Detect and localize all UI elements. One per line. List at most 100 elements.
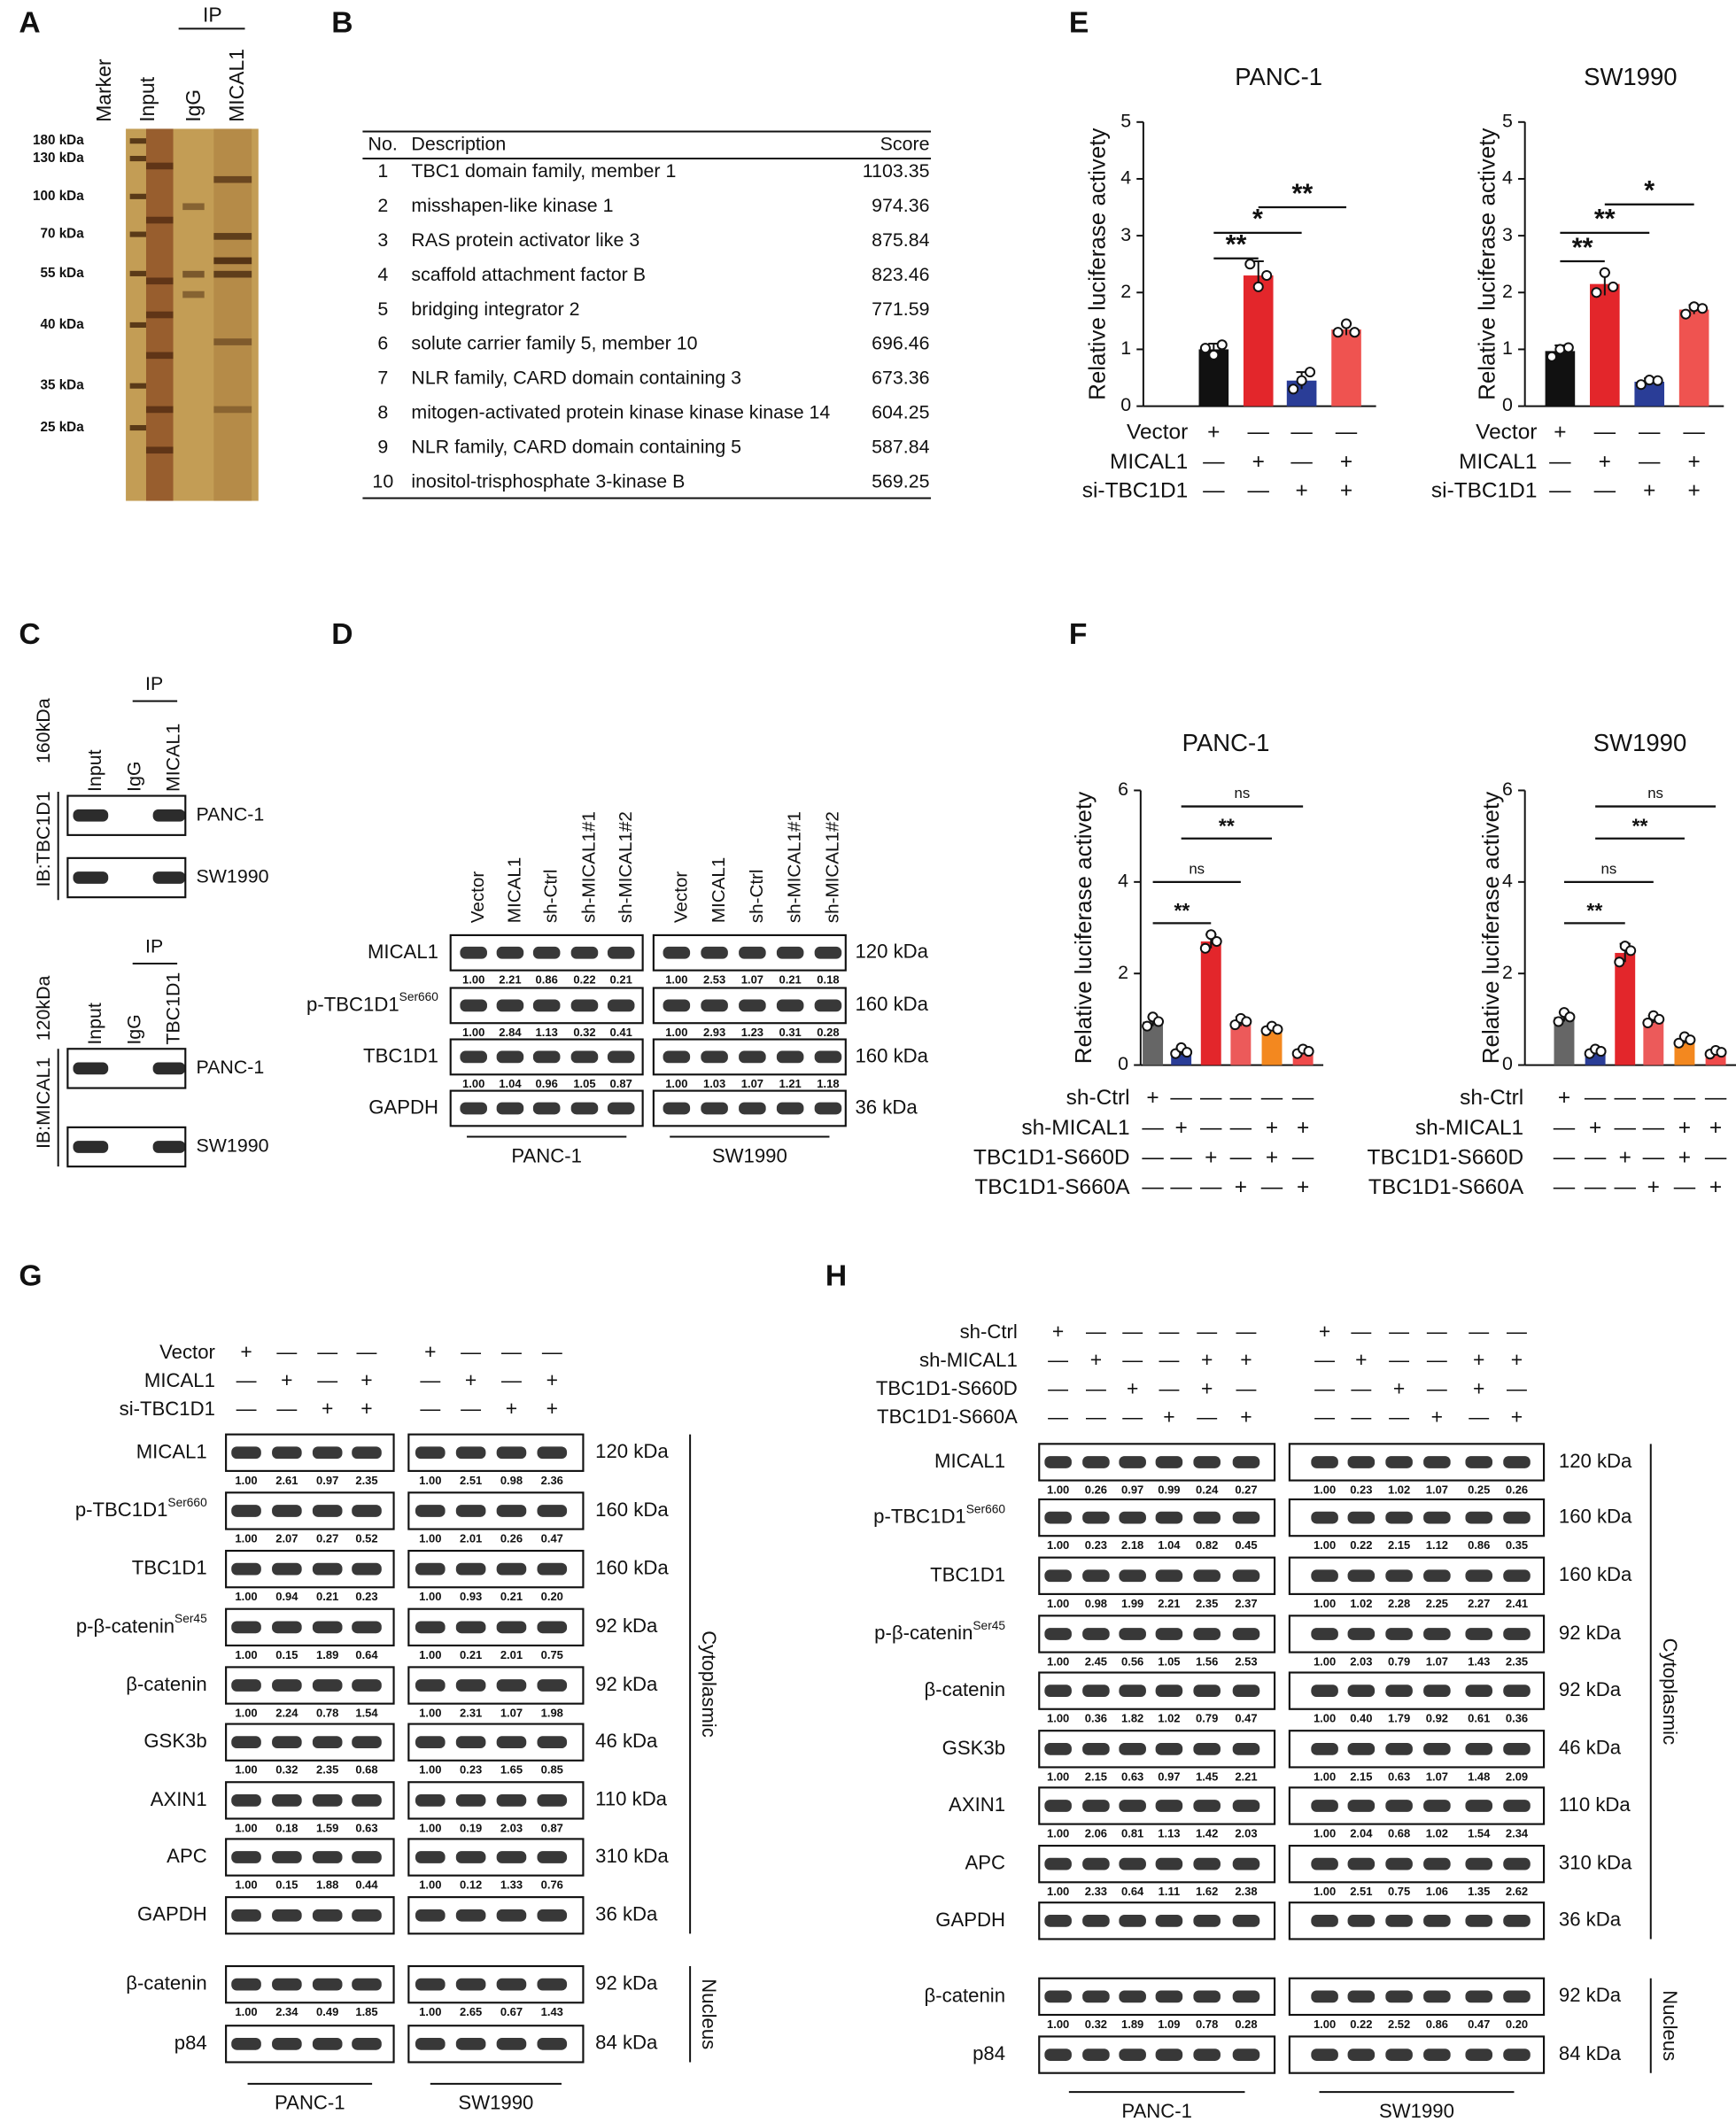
band <box>415 1793 446 1807</box>
quant-value: 0.31 <box>779 1026 802 1039</box>
condition-sign: — <box>1427 1376 1447 1399</box>
condition-sign: — <box>1554 1116 1576 1140</box>
band <box>352 1679 382 1692</box>
quant-value: 2.51 <box>1350 1885 1372 1898</box>
band <box>415 1978 446 1991</box>
band <box>1155 1914 1183 1927</box>
condition-label: si-TBC1D1 <box>1431 478 1538 502</box>
quant-value: 1.00 <box>1314 1483 1336 1496</box>
band <box>1311 1742 1338 1755</box>
band <box>312 1446 343 1460</box>
panel-label: B <box>331 7 353 40</box>
band <box>1347 1742 1376 1755</box>
condition-sign: — <box>1086 1376 1106 1399</box>
quant-value: 2.01 <box>460 1531 482 1545</box>
protein-label: p-β-cateninSer45 <box>76 1612 207 1637</box>
quant-value: 2.35 <box>355 1474 377 1487</box>
band <box>1044 1990 1072 2003</box>
band <box>231 1978 261 1991</box>
protein-name: p-TBC1D1 <box>75 1499 168 1521</box>
band <box>1232 1569 1260 1583</box>
size-label: 120 kDa <box>855 941 928 963</box>
protein-label: GAPDH <box>368 1096 438 1118</box>
quant-value: 1.00 <box>235 2005 257 2018</box>
size-label: 160 kDa <box>1559 1563 1632 1585</box>
data-point <box>1688 301 1700 313</box>
quant-value: 1.00 <box>1047 1885 1069 1898</box>
group-label: SW1990 <box>1379 2100 1454 2122</box>
panel-label: A <box>19 7 40 40</box>
condition-label: TBC1D1-S660D <box>973 1145 1130 1169</box>
band <box>1119 1511 1146 1524</box>
quant-value: 0.36 <box>1085 1712 1107 1725</box>
quant-value: 0.97 <box>1121 1483 1143 1496</box>
protein-label: GSK3b <box>942 1737 1005 1759</box>
quant-value: 0.23 <box>1350 1483 1372 1496</box>
protein-name: β-catenin <box>126 1673 207 1695</box>
group-label: SW1990 <box>458 2092 533 2114</box>
protein-site: Ser45 <box>174 1612 207 1625</box>
gel-band <box>145 216 174 224</box>
quant-value: 0.97 <box>1158 1770 1180 1783</box>
band <box>272 1446 302 1460</box>
band <box>415 1505 446 1517</box>
condition-sign: + <box>1678 1116 1691 1140</box>
lane-label: MICAL1 <box>504 857 524 923</box>
quant-value: 1.00 <box>235 1878 257 1892</box>
condition-sign: + <box>240 1340 252 1363</box>
data-point <box>1591 287 1602 298</box>
section-label: Cytoplasmic <box>1659 1638 1681 1746</box>
size-label: 160 kDa <box>1559 1505 1632 1527</box>
group-label: PANC-1 <box>275 2092 345 2114</box>
quant-value: 1.23 <box>741 1026 763 1039</box>
band <box>1423 1569 1451 1583</box>
data-point <box>1205 929 1217 941</box>
protein-label: β-catenin <box>126 1971 207 1994</box>
quant-value: 1.00 <box>1047 1712 1069 1725</box>
lane-label: IgG <box>123 762 144 792</box>
condition-sign: — <box>1389 1405 1409 1428</box>
size-label: 120 kDa <box>1559 1450 1632 1472</box>
quant-value: 1.00 <box>235 1648 257 1661</box>
condition-sign: — <box>1142 1116 1164 1140</box>
band <box>460 1050 487 1064</box>
band <box>1465 1914 1493 1927</box>
condition-sign: — <box>1197 1320 1217 1343</box>
table-cell: 4 <box>377 264 388 285</box>
band <box>496 1446 527 1460</box>
quant-value: 1.07 <box>1426 1483 1448 1496</box>
condition-sign: — <box>276 1397 297 1420</box>
quant-value: 0.15 <box>275 1648 298 1661</box>
quant-value: 1.65 <box>500 1763 523 1777</box>
chart-title: PANC-1 <box>1182 729 1270 756</box>
band <box>1311 1684 1338 1698</box>
band <box>1155 2048 1183 2061</box>
y-tick-label: 4 <box>1120 167 1131 189</box>
size-label: 92 kDa <box>1559 1678 1622 1700</box>
band <box>496 1793 527 1807</box>
group-label: PANC-1 <box>1121 2100 1192 2122</box>
lane-label: sh-MICAL1#1 <box>579 811 600 923</box>
quant-value: 1.00 <box>1047 1483 1069 1496</box>
band <box>1082 1628 1110 1640</box>
lane-label: MICAL1 <box>709 857 729 923</box>
protein-label: p84 <box>973 2042 1005 2064</box>
data-point <box>1152 1016 1165 1027</box>
condition-sign: + <box>424 1340 436 1363</box>
band <box>460 1102 487 1115</box>
band <box>455 1505 486 1517</box>
band <box>739 1102 766 1115</box>
condition-sign: — <box>1705 1145 1727 1169</box>
ip-label: IP <box>145 935 163 956</box>
significance-label: ** <box>1594 204 1616 234</box>
marker-label: 35 kDa <box>40 378 84 393</box>
y-axis-label: Relative luciferase activety <box>1477 792 1504 1064</box>
gel-band <box>145 352 174 360</box>
significance-label: ** <box>1632 815 1648 838</box>
protein-name: GAPDH <box>368 1096 438 1118</box>
quant-value: 0.64 <box>355 1648 378 1661</box>
quant-value: 0.21 <box>610 973 632 987</box>
band <box>1311 2048 1338 2061</box>
quant-value: 2.35 <box>1196 1597 1218 1610</box>
quant-value: 0.26 <box>1085 1483 1107 1496</box>
